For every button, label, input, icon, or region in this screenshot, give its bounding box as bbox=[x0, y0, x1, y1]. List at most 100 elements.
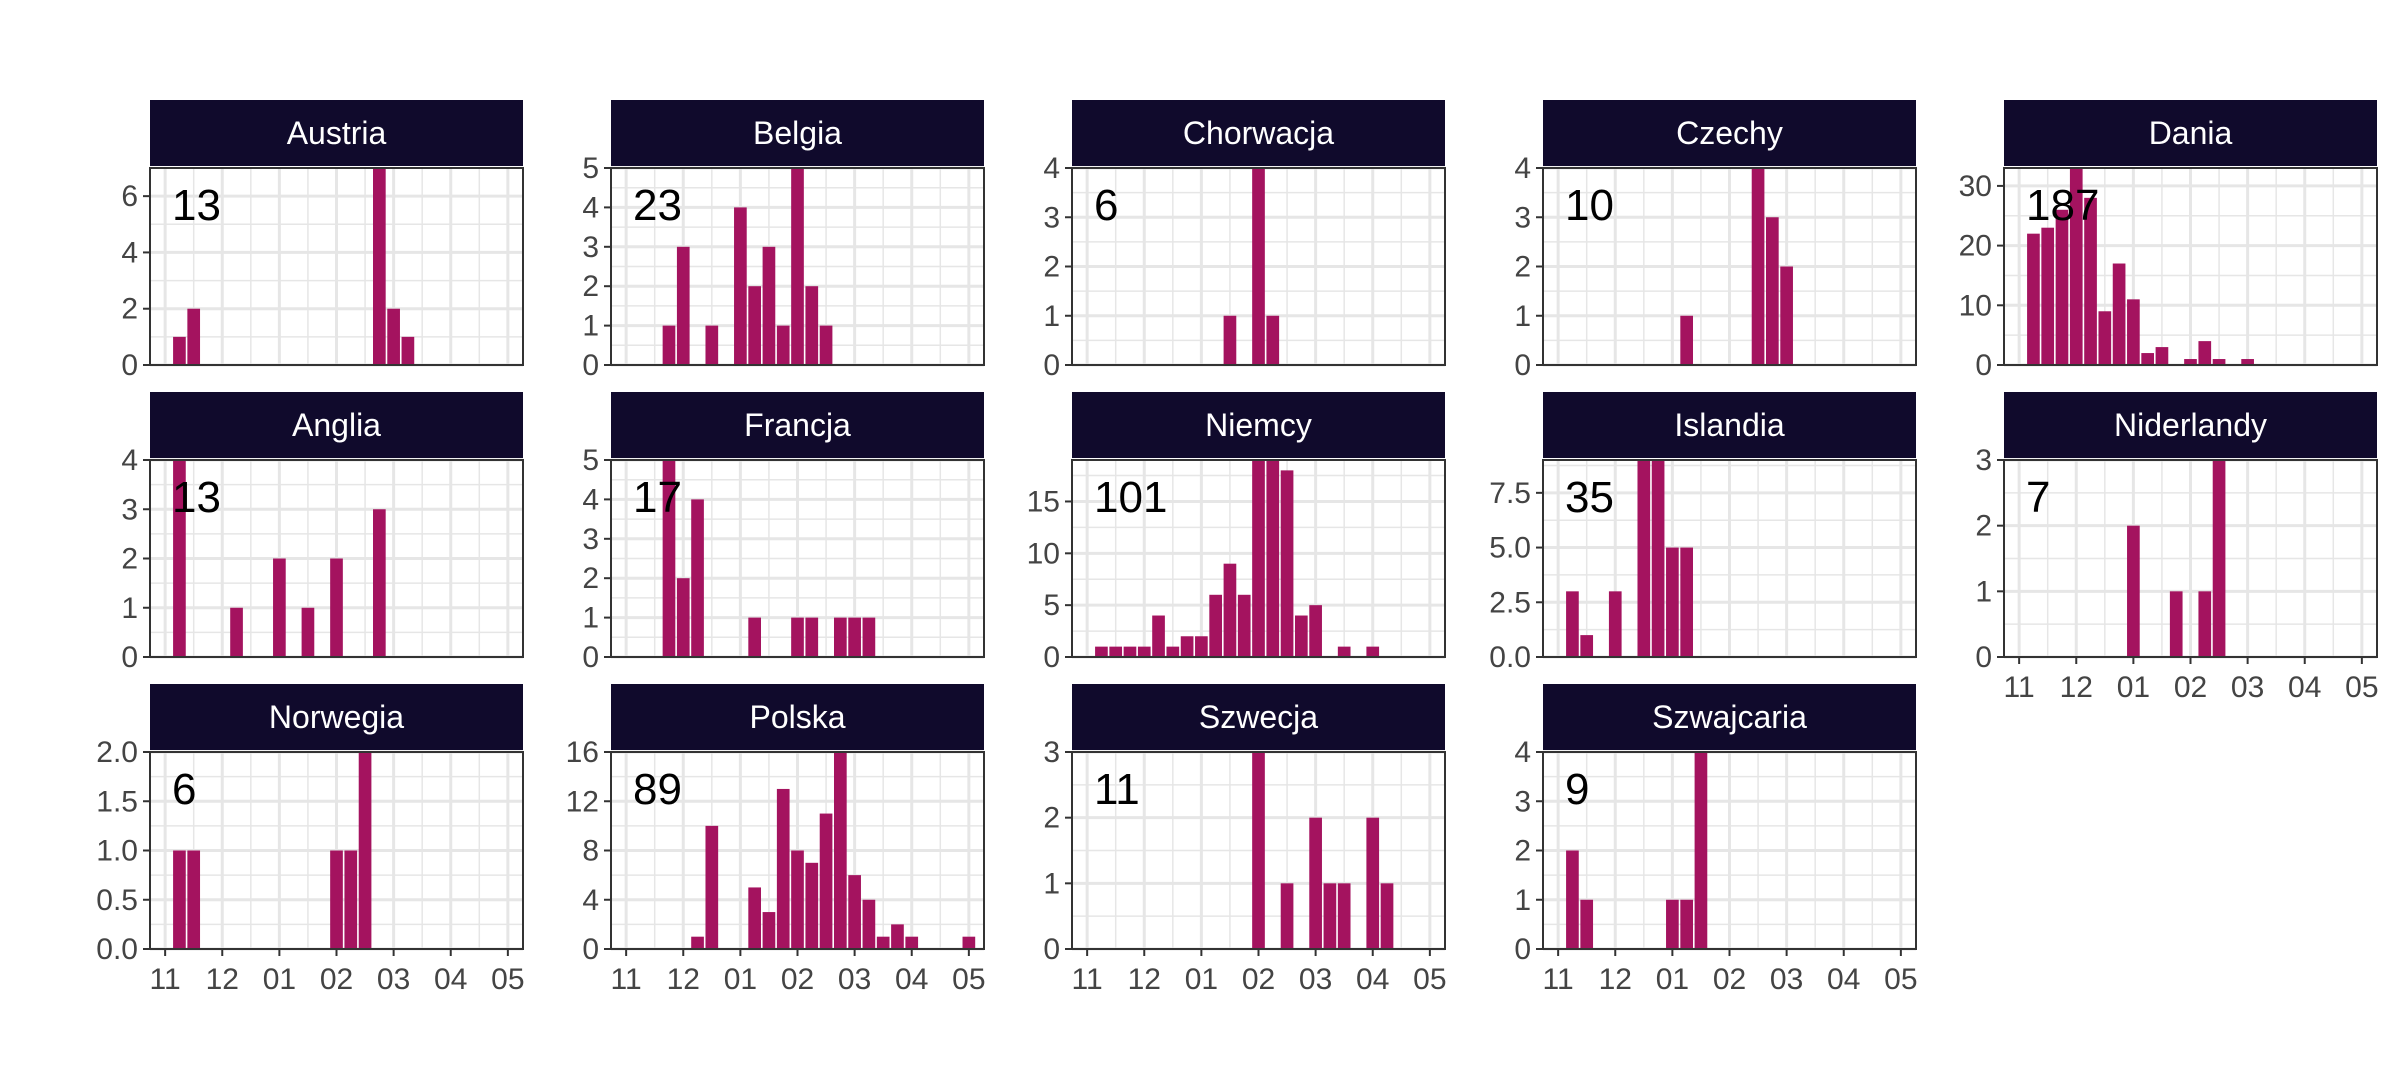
y-tick-label: 3 bbox=[1975, 444, 1992, 477]
facet-strip-dania bbox=[2004, 100, 2377, 166]
total-count-niemcy: 101 bbox=[1094, 473, 1167, 522]
bar-anglia bbox=[301, 607, 315, 657]
facet-label-norwegia: Norwegia bbox=[269, 699, 404, 735]
facet-label-belgia: Belgia bbox=[753, 115, 842, 151]
y-tick-label: 3 bbox=[1514, 785, 1531, 818]
facet-strip-norwegia bbox=[150, 684, 523, 750]
x-tick-label: 01 bbox=[2117, 671, 2150, 704]
y-tick-label: 2 bbox=[1514, 835, 1531, 868]
y-tick-label: 4 bbox=[121, 236, 138, 269]
bar-szwecja bbox=[1323, 883, 1337, 949]
y-tick-label: 0 bbox=[582, 349, 599, 382]
y-tick-label: 2 bbox=[121, 293, 138, 326]
panel-border-francja bbox=[610, 459, 985, 658]
bar-polska bbox=[691, 936, 704, 949]
bar-niemcy bbox=[1237, 594, 1251, 657]
y-tick-label: 1 bbox=[582, 602, 599, 635]
panel-border-dania bbox=[2003, 167, 2378, 366]
bar-polska bbox=[891, 924, 904, 949]
y-tick-label: 12 bbox=[566, 785, 599, 818]
bar-polska bbox=[705, 825, 719, 949]
y-tick-label: 3 bbox=[1514, 201, 1531, 234]
bar-niderlandy bbox=[2198, 591, 2212, 657]
bar-polska bbox=[905, 936, 919, 949]
x-tick-label: 12 bbox=[1128, 963, 1161, 996]
y-tick-label: 4 bbox=[121, 444, 138, 477]
bar-niemcy bbox=[1095, 646, 1108, 657]
x-tick-label: 11 bbox=[2004, 671, 2035, 704]
y-tick-label: 2 bbox=[582, 562, 599, 595]
x-tick-label: 02 bbox=[1242, 963, 1275, 996]
y-tick-label: 4 bbox=[1043, 152, 1060, 185]
y-tick-label: 0 bbox=[1043, 349, 1060, 382]
bar-szwajcaria bbox=[1680, 899, 1693, 949]
x-tick-label: 05 bbox=[2345, 671, 2378, 704]
total-count-belgia: 23 bbox=[633, 181, 682, 230]
bar-dania bbox=[2155, 347, 2169, 365]
bar-dania bbox=[2041, 227, 2055, 365]
y-tick-label: 4 bbox=[582, 483, 599, 516]
total-count-czechy: 10 bbox=[1565, 181, 1614, 230]
facet-strip-szwecja bbox=[1072, 684, 1445, 750]
y-tick-label: 0.0 bbox=[1489, 641, 1531, 674]
panel-border-austria bbox=[149, 167, 524, 366]
y-tick-label: 6 bbox=[121, 180, 138, 213]
bar-anglia bbox=[273, 558, 286, 657]
y-tick-label: 3 bbox=[582, 231, 599, 264]
x-tick-label: 05 bbox=[952, 963, 985, 996]
facet-strip-anglia bbox=[150, 392, 523, 458]
x-tick-label: 05 bbox=[491, 963, 524, 996]
bar-niemcy bbox=[1366, 646, 1380, 657]
bar-szwajcaria bbox=[1666, 899, 1679, 949]
x-tick-label: 05 bbox=[1413, 963, 1446, 996]
bar-niemcy bbox=[1180, 636, 1194, 657]
facet-label-czechy: Czechy bbox=[1676, 115, 1783, 151]
y-tick-label: 1.5 bbox=[96, 785, 138, 818]
bar-belgia bbox=[791, 168, 804, 365]
bar-dania bbox=[2112, 263, 2126, 365]
bar-anglia bbox=[330, 558, 343, 657]
bar-czechy bbox=[1766, 217, 1779, 365]
x-tick-label: 11 bbox=[1543, 963, 1574, 996]
bar-czechy bbox=[1680, 315, 1693, 365]
y-tick-label: 5 bbox=[582, 444, 599, 477]
bar-niemcy bbox=[1309, 605, 1322, 657]
bar-francja bbox=[676, 578, 690, 657]
y-tick-label: 0 bbox=[1514, 933, 1531, 966]
y-tick-label: 8 bbox=[582, 835, 599, 868]
facet-strip-szwajcaria bbox=[1543, 684, 1916, 750]
bar-niemcy bbox=[1109, 646, 1123, 657]
bar-francja bbox=[691, 499, 704, 657]
facet-label-chorwacja: Chorwacja bbox=[1183, 115, 1334, 151]
bar-szwajcaria bbox=[1566, 850, 1579, 949]
bar-dania bbox=[2241, 359, 2254, 365]
x-tick-label: 03 bbox=[1770, 963, 1803, 996]
facet-strip-belgia bbox=[611, 100, 984, 166]
bar-austria bbox=[387, 308, 400, 365]
facet-label-szwecja: Szwecja bbox=[1199, 699, 1318, 735]
bar-niemcy bbox=[1295, 615, 1308, 657]
total-count-dania: 187 bbox=[2026, 181, 2099, 230]
bar-belgia bbox=[705, 325, 719, 365]
bar-polska bbox=[862, 899, 876, 949]
x-tick-label: 02 bbox=[1713, 963, 1746, 996]
y-tick-label: 0 bbox=[1975, 349, 1992, 382]
facet-strip-czechy bbox=[1543, 100, 1916, 166]
bar-niemcy bbox=[1337, 646, 1351, 657]
y-tick-label: 30 bbox=[1959, 170, 1992, 203]
x-tick-label: 02 bbox=[781, 963, 814, 996]
x-tick-label: 04 bbox=[434, 963, 467, 996]
x-tick-label: 12 bbox=[1599, 963, 1632, 996]
y-tick-label: 4 bbox=[1514, 152, 1531, 185]
bar-niemcy bbox=[1195, 636, 1208, 657]
x-tick-label: 01 bbox=[263, 963, 296, 996]
y-tick-label: 0 bbox=[582, 933, 599, 966]
bar-dania bbox=[2098, 311, 2112, 365]
y-tick-label: 2 bbox=[1514, 251, 1531, 284]
bar-polska bbox=[876, 936, 890, 949]
total-count-islandia: 35 bbox=[1565, 473, 1614, 522]
x-tick-label: 04 bbox=[895, 963, 928, 996]
y-tick-label: 5 bbox=[582, 152, 599, 185]
x-tick-label: 04 bbox=[2288, 671, 2321, 704]
bar-szwecja bbox=[1337, 883, 1351, 949]
